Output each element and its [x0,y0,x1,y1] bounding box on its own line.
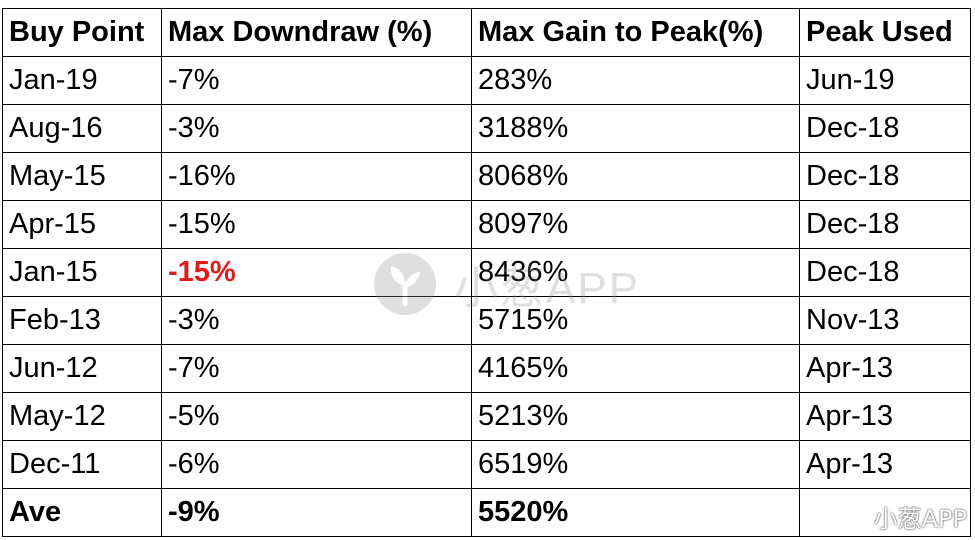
cell-max-gain: 283% [471,56,800,105]
cell-buy-point: Jan-19 [2,56,162,105]
cell-peak-used: Apr-13 [799,440,971,489]
cell-peak-used: Dec-18 [799,200,971,249]
cell-buy-point: May-15 [2,152,162,201]
table-row: Feb-13 -3% 5715% Nov-13 [2,296,971,345]
table-row: Jan-19 -7% 283% Jun-19 [2,56,971,105]
cell-max-downdraw: -7% [161,344,472,393]
cell-max-gain: 8068% [471,152,800,201]
cell-buy-point: Dec-11 [2,440,162,489]
table-total-row: Ave -9% 5520% [2,488,971,537]
cell-max-gain: 4165% [471,344,800,393]
cell-max-downdraw: -16% [161,152,472,201]
table-row: Jan-15 -15% 8436% Dec-18 [2,248,971,297]
cell-buy-point: Jan-15 [2,248,162,297]
header-buy-point: Buy Point [2,8,162,57]
header-max-downdraw: Max Downdraw (%) [161,8,472,57]
cell-max-downdraw: -7% [161,56,472,105]
table-row: May-12 -5% 5213% Apr-13 [2,392,971,441]
cell-peak-used: Jun-19 [799,56,971,105]
cell-peak-used: Nov-13 [799,296,971,345]
cell-max-gain: 6519% [471,440,800,489]
cell-peak-used: Apr-13 [799,344,971,393]
cell-max-downdraw-highlighted: -15% [161,248,472,297]
table-row: Apr-15 -15% 8097% Dec-18 [2,200,971,249]
cell-peak-used: Dec-18 [799,152,971,201]
total-max-downdraw: -9% [161,488,472,537]
header-peak-used: Peak Used [799,8,971,57]
cell-max-downdraw: -3% [161,296,472,345]
table-header-row: Buy Point Max Downdraw (%) Max Gain to P… [2,8,971,57]
cell-buy-point: May-12 [2,392,162,441]
total-peak-used [799,488,971,537]
cell-max-gain: 8436% [471,248,800,297]
cell-buy-point: Aug-16 [2,104,162,153]
cell-peak-used: Dec-18 [799,104,971,153]
cell-max-gain: 3188% [471,104,800,153]
total-label: Ave [2,488,162,537]
cell-max-gain: 5715% [471,296,800,345]
cell-buy-point: Apr-15 [2,200,162,249]
cell-max-downdraw: -6% [161,440,472,489]
cell-buy-point: Jun-12 [2,344,162,393]
cell-max-downdraw: -3% [161,104,472,153]
table-row: May-15 -16% 8068% Dec-18 [2,152,971,201]
cell-peak-used: Apr-13 [799,392,971,441]
data-table: Buy Point Max Downdraw (%) Max Gain to P… [2,8,971,537]
table-row: Jun-12 -7% 4165% Apr-13 [2,344,971,393]
cell-max-gain: 8097% [471,200,800,249]
cell-max-gain: 5213% [471,392,800,441]
table-row: Aug-16 -3% 3188% Dec-18 [2,104,971,153]
total-max-gain: 5520% [471,488,800,537]
cell-buy-point: Feb-13 [2,296,162,345]
cell-peak-used: Dec-18 [799,248,971,297]
cell-max-downdraw: -15% [161,200,472,249]
header-max-gain: Max Gain to Peak(%) [471,8,800,57]
table-row: Dec-11 -6% 6519% Apr-13 [2,440,971,489]
cell-max-downdraw: -5% [161,392,472,441]
